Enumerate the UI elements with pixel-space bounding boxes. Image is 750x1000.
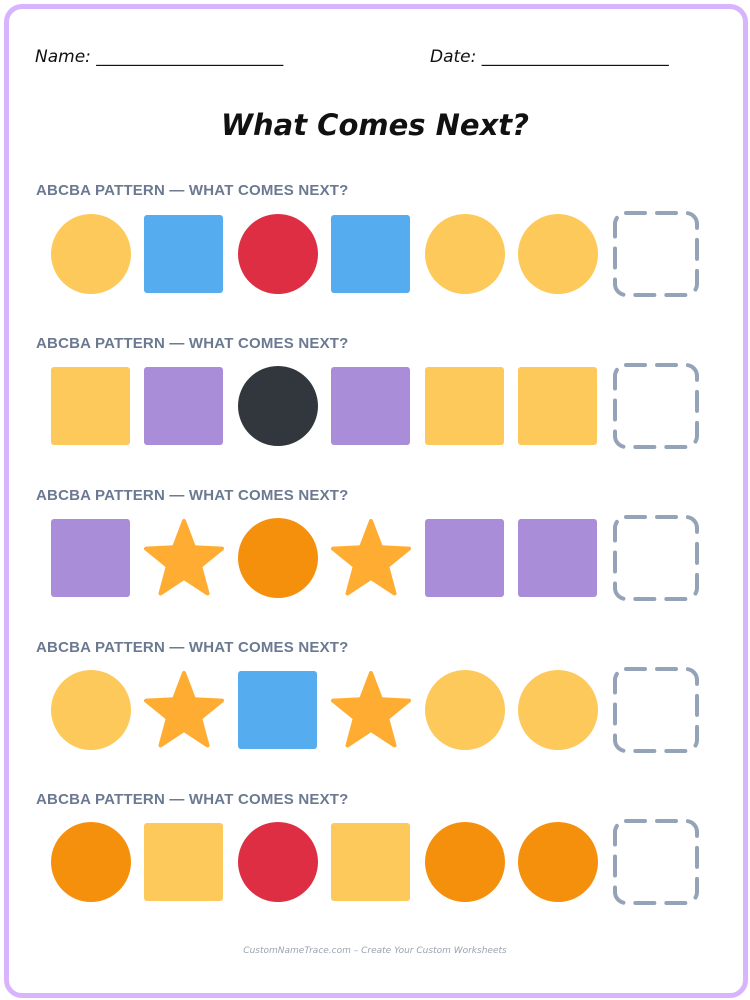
answer-blank-box[interactable] xyxy=(613,515,699,601)
circle-shape xyxy=(51,214,131,294)
square-shape xyxy=(425,366,505,446)
name-label: Name: ______________________ xyxy=(35,47,284,67)
square-shape xyxy=(425,518,505,598)
circle-shape xyxy=(425,822,505,902)
worksheet-title: What Comes Next? xyxy=(221,108,529,142)
square-shape xyxy=(144,366,224,446)
circle-shape xyxy=(238,822,318,902)
circle-shape xyxy=(518,214,598,294)
circle-shape xyxy=(425,670,505,750)
circle-shape xyxy=(238,518,318,598)
pattern-row-label: ABCBA PATTERN — WHAT COMES NEXT? xyxy=(36,335,349,352)
square-shape xyxy=(331,366,411,446)
pattern-row-label: ABCBA PATTERN — WHAT COMES NEXT? xyxy=(36,791,349,808)
square-shape xyxy=(144,214,224,294)
square-shape xyxy=(331,214,411,294)
star-shape xyxy=(144,670,224,750)
pattern-row-label: ABCBA PATTERN — WHAT COMES NEXT? xyxy=(36,639,349,656)
square-shape xyxy=(238,670,318,750)
pattern-row-label: ABCBA PATTERN — WHAT COMES NEXT? xyxy=(36,182,349,199)
square-shape xyxy=(331,822,411,902)
footer-credit: CustomNameTrace.com – Create Your Custom… xyxy=(243,946,507,956)
circle-shape xyxy=(425,214,505,294)
circle-shape xyxy=(238,366,318,446)
answer-blank-box[interactable] xyxy=(613,363,699,449)
square-shape xyxy=(518,366,598,446)
circle-shape xyxy=(51,670,131,750)
answer-blank-box[interactable] xyxy=(613,211,699,297)
square-shape xyxy=(518,518,598,598)
circle-shape xyxy=(51,822,131,902)
date-label: Date: ______________________ xyxy=(430,47,669,67)
square-shape xyxy=(51,366,131,446)
star-shape xyxy=(144,518,224,598)
answer-blank-box[interactable] xyxy=(613,819,699,905)
square-shape xyxy=(144,822,224,902)
pattern-row-label: ABCBA PATTERN — WHAT COMES NEXT? xyxy=(36,487,349,504)
square-shape xyxy=(51,518,131,598)
circle-shape xyxy=(518,670,598,750)
circle-shape xyxy=(238,214,318,294)
circle-shape xyxy=(518,822,598,902)
star-shape xyxy=(331,670,411,750)
answer-blank-box[interactable] xyxy=(613,667,699,753)
star-shape xyxy=(331,518,411,598)
